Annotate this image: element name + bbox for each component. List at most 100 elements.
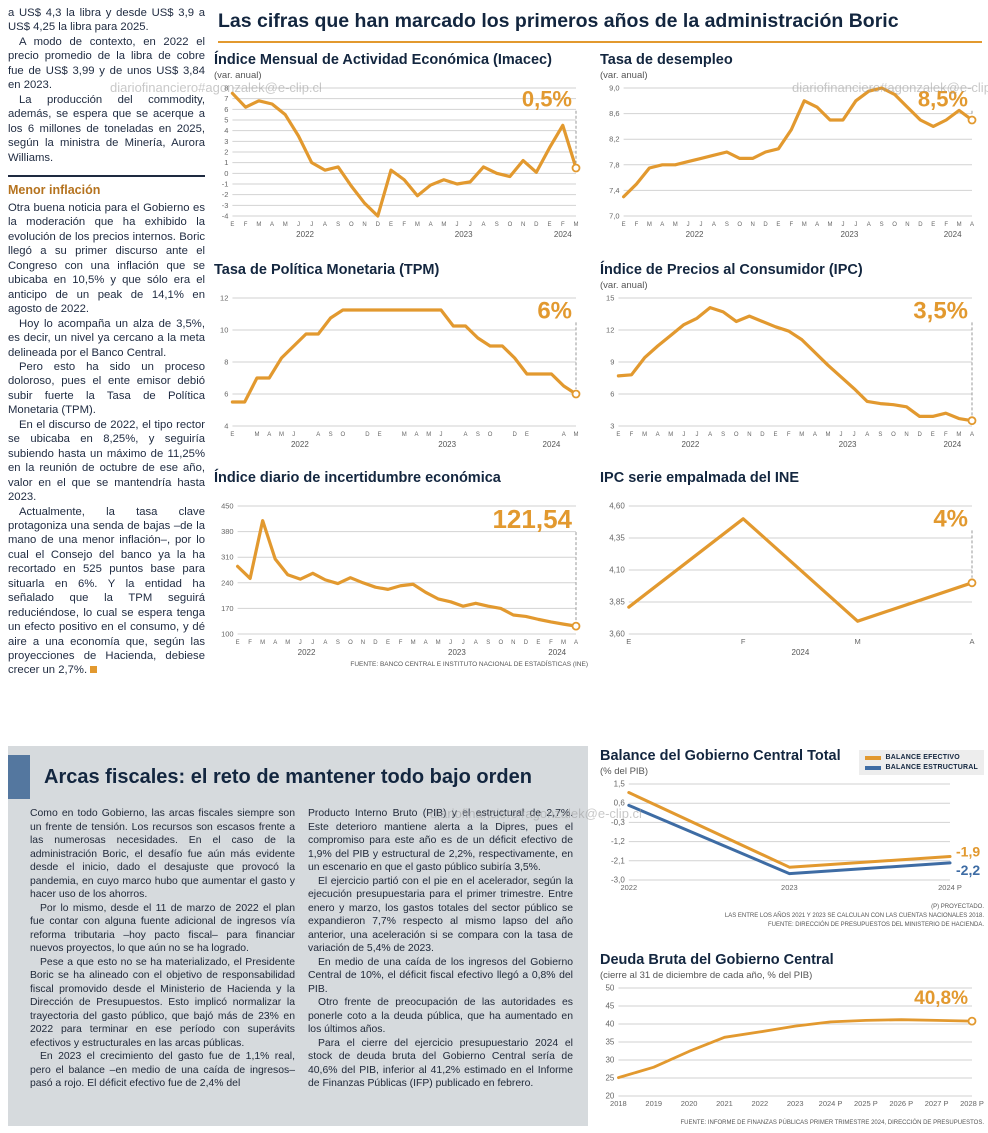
svg-text:3,60: 3,60 bbox=[609, 629, 625, 638]
chart-title-group: Balance del Gobierno Central Total (% de… bbox=[600, 748, 841, 778]
svg-text:S: S bbox=[495, 222, 499, 228]
svg-text:A: A bbox=[574, 640, 578, 646]
chart-subtitle: (% del PIB) bbox=[600, 765, 649, 777]
svg-text:170: 170 bbox=[221, 604, 234, 613]
source-note: FUENTE: BANCO CENTRAL E INSTITUTO NACION… bbox=[350, 661, 588, 668]
chart-title: Balance del Gobierno Central Total bbox=[600, 748, 841, 764]
svg-text:O: O bbox=[488, 432, 493, 438]
svg-text:F: F bbox=[944, 222, 948, 228]
footnote-line: LAS ENTRE LOS AÑOS 2021 Y 2023 SE CALCUL… bbox=[724, 912, 984, 919]
chart-deuda: Deuda Bruta del Gobierno Central (cierre… bbox=[600, 952, 984, 1128]
panel-columns: Como en todo Gobierno, las arcas fiscale… bbox=[8, 803, 588, 1091]
title-rule bbox=[218, 41, 982, 43]
svg-text:2024 P: 2024 P bbox=[938, 883, 962, 892]
svg-text:-1,9: -1,9 bbox=[956, 843, 980, 859]
svg-text:D: D bbox=[534, 222, 539, 228]
svg-text:2024: 2024 bbox=[554, 230, 572, 239]
svg-text:M: M bbox=[415, 222, 420, 228]
svg-text:A: A bbox=[270, 222, 274, 228]
svg-text:7: 7 bbox=[224, 94, 228, 103]
svg-text:3,85: 3,85 bbox=[609, 597, 625, 606]
svg-text:F: F bbox=[399, 640, 403, 646]
svg-text:D: D bbox=[760, 432, 765, 438]
chart-title: Tasa de desempleo bbox=[600, 52, 733, 68]
svg-text:A: A bbox=[970, 432, 974, 438]
svg-text:J: J bbox=[700, 222, 703, 228]
svg-text:2024: 2024 bbox=[543, 440, 561, 449]
svg-text:M: M bbox=[441, 222, 446, 228]
svg-text:45: 45 bbox=[605, 1001, 614, 1010]
svg-text:2025 P: 2025 P bbox=[854, 1099, 878, 1108]
svg-text:E: E bbox=[536, 640, 540, 646]
svg-text:3: 3 bbox=[224, 137, 228, 146]
chart-subtitle: (cierre al 31 de diciembre de cada año, … bbox=[600, 969, 813, 981]
svg-text:N: N bbox=[361, 640, 365, 646]
svg-text:J: J bbox=[440, 432, 443, 438]
svg-text:A: A bbox=[815, 222, 819, 228]
svg-text:F: F bbox=[944, 432, 948, 438]
svg-text:A: A bbox=[424, 640, 428, 646]
svg-text:5: 5 bbox=[224, 115, 228, 124]
panel-paragraph: El ejercicio partió con el pie en el ace… bbox=[308, 875, 573, 955]
svg-text:2027 P: 2027 P bbox=[925, 1099, 949, 1108]
svg-text:D: D bbox=[376, 222, 381, 228]
svg-text:30: 30 bbox=[605, 1055, 614, 1064]
svg-text:J: J bbox=[311, 640, 314, 646]
svg-text:2024 P: 2024 P bbox=[819, 1099, 843, 1108]
svg-text:J: J bbox=[687, 222, 690, 228]
svg-text:N: N bbox=[511, 640, 515, 646]
svg-text:10: 10 bbox=[220, 325, 228, 334]
panel-paragraph: Para el cierre del ejercicio presupuesta… bbox=[308, 1037, 573, 1090]
chart-subtitle: (var. anual) bbox=[214, 69, 262, 81]
svg-text:M: M bbox=[956, 432, 961, 438]
svg-text:D: D bbox=[918, 222, 923, 228]
svg-text:2023: 2023 bbox=[781, 883, 798, 892]
svg-text:E: E bbox=[386, 640, 390, 646]
svg-text:4: 4 bbox=[224, 421, 228, 430]
legend-label: BALANCE EFECTIVO bbox=[885, 754, 960, 761]
chart-subtitle: (var. anual) bbox=[600, 279, 648, 291]
svg-text:D: D bbox=[365, 432, 370, 438]
svg-text:-3,0: -3,0 bbox=[611, 875, 625, 884]
svg-text:J: J bbox=[449, 640, 452, 646]
svg-text:2024: 2024 bbox=[944, 230, 962, 239]
svg-text:A: A bbox=[429, 222, 433, 228]
panel-title: Arcas fiscales: el reto de mantener todo… bbox=[44, 765, 532, 788]
panel-column-2: Producto Interno Bruto (PIB) y el estruc… bbox=[308, 807, 573, 1091]
svg-text:M: M bbox=[642, 432, 647, 438]
svg-text:D: D bbox=[512, 432, 517, 438]
svg-text:F: F bbox=[244, 222, 248, 228]
svg-text:J: J bbox=[456, 222, 459, 228]
svg-text:J: J bbox=[297, 222, 300, 228]
svg-text:0,5%: 0,5% bbox=[522, 86, 572, 111]
chart-footnote: (P) PROYECTADO. LAS ENTRE LOS AÑOS 2021 … bbox=[600, 903, 984, 931]
chart-subtitle bbox=[214, 487, 588, 500]
svg-text:J: J bbox=[682, 432, 685, 438]
svg-text:N: N bbox=[362, 222, 366, 228]
svg-text:S: S bbox=[721, 432, 725, 438]
svg-text:F: F bbox=[790, 222, 794, 228]
panel-paragraph: Como en todo Gobierno, las arcas fiscale… bbox=[30, 808, 295, 901]
article-column: a US$ 4,3 la libra y desde US$ 3,9 a US$… bbox=[8, 6, 205, 678]
panel-paragraph: Producto Interno Bruto (PIB) y el estruc… bbox=[308, 808, 573, 874]
svg-text:F: F bbox=[741, 637, 746, 646]
svg-text:2024: 2024 bbox=[943, 440, 961, 449]
svg-text:M: M bbox=[279, 432, 284, 438]
article-paragraph: La producción del commodity, además, se … bbox=[8, 93, 205, 164]
svg-text:E: E bbox=[525, 432, 529, 438]
svg-text:A: A bbox=[656, 432, 660, 438]
svg-text:A: A bbox=[414, 432, 418, 438]
svg-text:E: E bbox=[776, 222, 780, 228]
svg-text:9: 9 bbox=[610, 357, 614, 366]
chart-title: Índice de Precios al Consumidor (IPC) bbox=[600, 262, 863, 278]
svg-text:7,4: 7,4 bbox=[609, 186, 619, 195]
chart-title: IPC serie empalmada del INE bbox=[600, 470, 800, 486]
svg-text:2021: 2021 bbox=[716, 1099, 733, 1108]
svg-text:D: D bbox=[917, 432, 922, 438]
svg-text:J: J bbox=[299, 640, 302, 646]
desempleo-line-chart: 9,08,68,27,87,47,0E F M A M J J A S O N D E F M A M J J A S O… bbox=[609, 83, 977, 239]
svg-text:20: 20 bbox=[605, 1091, 614, 1100]
svg-text:-2,2: -2,2 bbox=[956, 862, 980, 878]
